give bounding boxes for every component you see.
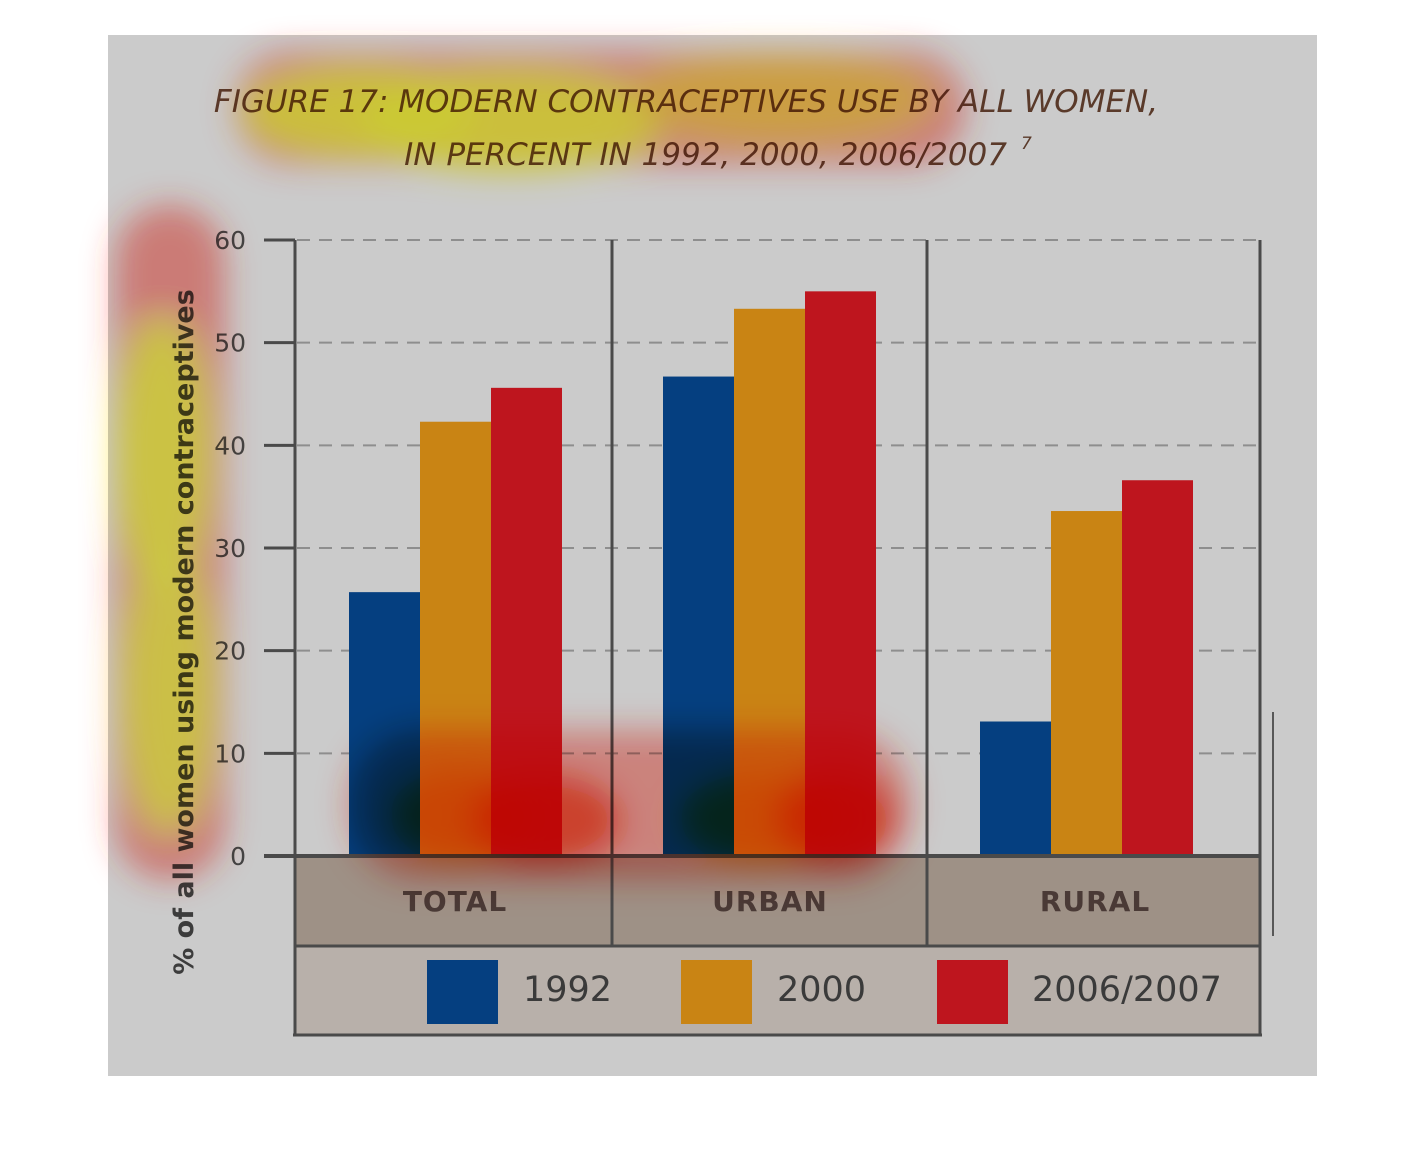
category-labels: TOTAL URBAN RURAL <box>403 885 1150 918</box>
legend-label-2006-2007: 2006/2007 <box>1032 970 1222 1010</box>
legend-swatch-2006-2007 <box>937 960 1008 1024</box>
heat-spot-title-center <box>360 72 660 172</box>
category-label-total: TOTAL <box>403 885 507 918</box>
category-label-rural: RURAL <box>1040 885 1150 918</box>
bar-rural-1992 <box>980 721 1051 856</box>
bar-rural-2006-2007 <box>1122 480 1193 856</box>
heat-spot-title-right <box>630 56 930 140</box>
heat-spot-yaxis-upper <box>117 320 207 590</box>
legend: 1992 2000 2006/2007 <box>427 960 1222 1024</box>
heatmap-overlay <box>115 52 965 880</box>
legend-label-2000: 2000 <box>777 970 866 1010</box>
heat-spot-urban-2006 <box>775 773 895 863</box>
legend-swatch-2000 <box>681 960 752 1024</box>
legend-swatch-1992 <box>427 960 498 1024</box>
y-tick-label: 0 <box>230 842 246 871</box>
heat-spot-total-2006 <box>470 775 620 865</box>
bar-rural-2000 <box>1051 511 1122 856</box>
chart-title-footnote: 7 <box>1021 134 1032 154</box>
legend-label-1992: 1992 <box>523 970 612 1010</box>
category-label-urban: URBAN <box>712 885 828 918</box>
heat-spot-yaxis-lower <box>124 550 212 830</box>
